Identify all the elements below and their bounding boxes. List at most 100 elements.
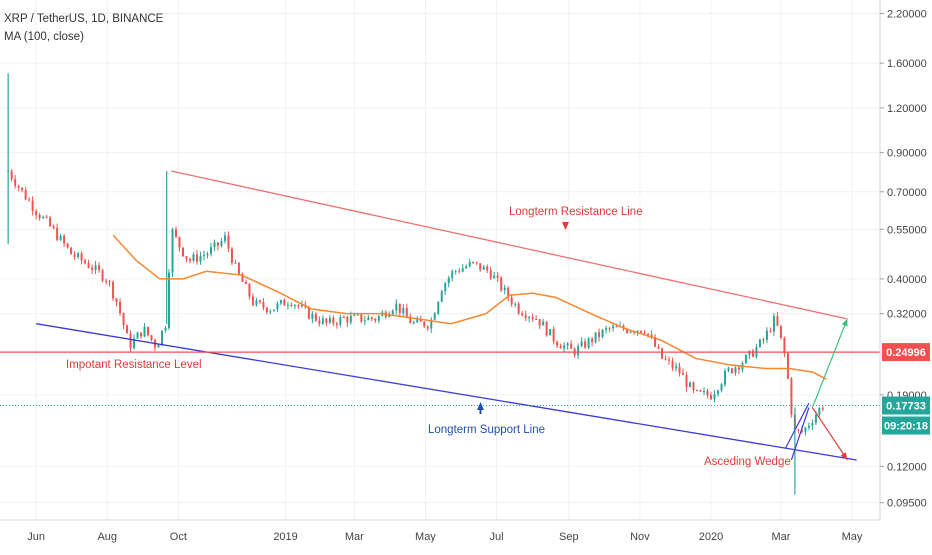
- candle-body-5: [24, 190, 27, 200]
- candle-body-37: [136, 332, 139, 339]
- candle-body-141: [500, 277, 503, 291]
- time-tick-label-4: Mar: [345, 531, 364, 543]
- candle-body-123: [437, 301, 440, 314]
- candle-body-169: [598, 332, 601, 337]
- candle-body-158: [559, 345, 562, 349]
- candle-body-65: [234, 262, 237, 264]
- candle-body-105: [374, 318, 377, 321]
- price-tick-label-0: 2.20000: [887, 9, 927, 21]
- candle-body-112: [398, 303, 401, 314]
- candle-body-15: [59, 235, 62, 241]
- candle-body-78: [279, 299, 282, 304]
- candle-body-215: [758, 339, 761, 348]
- time-tick-label-1: Aug: [97, 531, 117, 543]
- candle-body-103: [367, 317, 370, 321]
- time-tick-label-3: 2019: [273, 531, 297, 543]
- candle-body-138: [489, 270, 492, 279]
- candle-body-92: [328, 317, 331, 323]
- candle-body-116: [412, 322, 415, 324]
- candle-body-140: [496, 275, 499, 278]
- candle-body-72: [258, 300, 261, 303]
- candle-body-129: [458, 270, 461, 272]
- candle-body-106: [377, 316, 380, 321]
- candle-body-90: [321, 318, 324, 324]
- candle-body-206: [727, 368, 730, 371]
- candle-body-172: [608, 328, 611, 330]
- candle-body-70: [251, 296, 254, 305]
- candle-body-49: [178, 236, 181, 248]
- candle-body-43: [157, 344, 160, 348]
- candle-body-74: [265, 307, 268, 313]
- candle-body-223: [786, 353, 789, 379]
- trend-drawings: Longterm Resistance Line Longterm Support…: [0, 170, 880, 468]
- candle-body-24: [91, 267, 94, 271]
- candle-body-147: [521, 313, 524, 316]
- candle-body-111: [395, 303, 398, 311]
- candle-body-57: [206, 253, 209, 256]
- candle-body-93: [332, 317, 335, 324]
- last-price-badge: 0.17733: [886, 401, 926, 413]
- time-tick-label-6: Jul: [489, 531, 503, 543]
- candle-body-63: [227, 235, 230, 249]
- candle-body-189: [668, 359, 671, 361]
- candle-body-10: [42, 216, 45, 219]
- candle-body-119: [423, 321, 426, 327]
- candle-body-219: [772, 316, 775, 332]
- candle-body-160: [566, 343, 569, 346]
- candle-body-64: [230, 248, 233, 263]
- candle-body-35: [129, 333, 132, 349]
- time-tick-label-10: Mar: [771, 531, 790, 543]
- candle-body-110: [391, 310, 394, 315]
- candle-body-192: [678, 366, 681, 374]
- candle-body-4: [21, 187, 24, 191]
- countdown-badge: 09:20:18: [884, 421, 928, 433]
- candle-body-167: [591, 338, 594, 343]
- candle-body-180: [636, 330, 639, 333]
- candle-body-154: [545, 321, 548, 336]
- candle-body-137: [486, 266, 489, 271]
- candle-body-38: [140, 332, 143, 337]
- candle-body-115: [409, 316, 412, 324]
- candle-body-86: [307, 306, 310, 319]
- price-tick-label-3: 0.90000: [887, 148, 927, 160]
- candle-body-131: [465, 266, 468, 269]
- candle-body-132: [468, 261, 471, 267]
- candle-body-91: [325, 318, 328, 323]
- candle-body-32: [119, 302, 122, 314]
- candle-body-98: [349, 315, 352, 323]
- candle-body-121: [430, 319, 433, 329]
- candle-body-40: [147, 326, 150, 336]
- candle-body-159: [563, 345, 566, 349]
- candle-body-185: [654, 337, 657, 347]
- candle-body-122: [433, 313, 436, 320]
- candle-body-198: [699, 390, 702, 392]
- candle-body-126: [447, 277, 450, 284]
- candle-body-11: [45, 216, 48, 218]
- time-tick-label-2: Oct: [170, 531, 187, 543]
- candle-body-17: [66, 243, 69, 248]
- resistance-level-badge-bg: [882, 343, 930, 362]
- candle-body-221: [779, 325, 782, 338]
- candle-body-213: [751, 350, 754, 357]
- price-tick-label-1: 1.60000: [887, 58, 927, 70]
- price-tick-label-4: 0.70000: [887, 187, 927, 199]
- candle-body-69: [248, 283, 251, 297]
- candle-body-128: [454, 270, 457, 272]
- candle-body-146: [517, 303, 520, 314]
- candle-body-207: [730, 368, 733, 373]
- candle-body-184: [650, 334, 653, 338]
- candle-body-94: [335, 323, 338, 325]
- candle-body-173: [612, 326, 615, 329]
- candle-body-29: [108, 281, 111, 283]
- candle-body-224: [790, 378, 793, 415]
- candle-body-226: [797, 429, 800, 431]
- candle-body-151: [535, 319, 538, 321]
- candle-body-60: [216, 242, 219, 246]
- candle-body-194: [685, 375, 688, 387]
- candle-body-143: [507, 287, 510, 298]
- candle-body-96: [342, 316, 345, 318]
- candle-body-68: [244, 281, 247, 284]
- candle-body-120: [426, 326, 429, 329]
